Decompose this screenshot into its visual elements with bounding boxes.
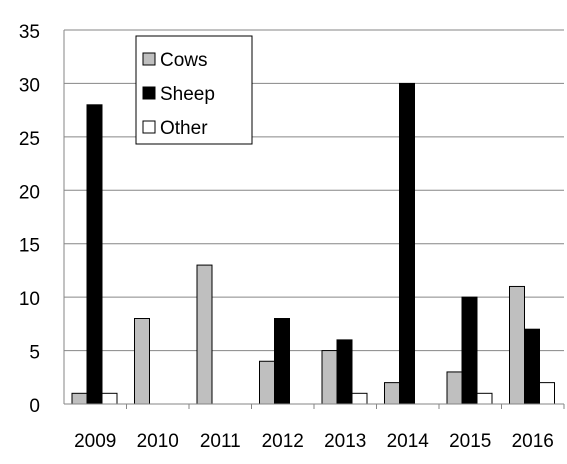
bar-cows-2009 — [71, 392, 88, 405]
bar-sheep-2013 — [336, 339, 353, 405]
bar-sheep-2015 — [461, 296, 478, 405]
y-tick-label: 20 — [19, 182, 40, 203]
legend-label-sheep: Sheep — [160, 84, 215, 105]
y-tick-label: 35 — [19, 22, 40, 43]
y-tick-label: 30 — [19, 75, 40, 96]
bar-cows-2012 — [259, 360, 275, 405]
tick-labels: 0 5 10 15 20 25 30 35 2009 2010 2011 2012 2013 2014 20… — [19, 22, 554, 452]
bar-sheep-2014 — [399, 82, 415, 405]
y-tick-label: 15 — [19, 236, 40, 257]
bar-other-2009 — [101, 392, 118, 405]
x-tick-label: 2011 — [200, 431, 241, 452]
x-tick-label: 2016 — [512, 431, 554, 452]
bar-cows-2014 — [384, 382, 400, 405]
bar-other-2016 — [539, 382, 555, 405]
x-tick-label: 2013 — [324, 431, 366, 452]
legend-swatch-cows — [142, 52, 156, 66]
legend: Cows Sheep Other — [135, 35, 253, 145]
legend-swatch-other — [142, 120, 156, 134]
x-tick-label: 2009 — [74, 431, 116, 452]
legend-swatch-sheep — [142, 86, 156, 100]
bar-cows-2011 — [196, 264, 213, 405]
y-tick-label: 0 — [29, 396, 40, 417]
x-tick-label: 2015 — [449, 431, 491, 452]
bar-cows-2015 — [446, 371, 463, 405]
legend-label-cows: Cows — [160, 50, 208, 71]
bar-cows-2013 — [321, 350, 338, 405]
bar-sheep-2009 — [86, 104, 103, 405]
x-tick-label: 2012 — [262, 431, 304, 452]
x-tick-label: 2010 — [137, 431, 179, 452]
bar-other-2015 — [476, 392, 493, 405]
y-tick-label: 25 — [19, 129, 40, 150]
legend-label-other: Other — [160, 118, 208, 139]
y-tick-label: 5 — [29, 343, 40, 364]
bar-sheep-2016 — [524, 328, 540, 405]
bar-other-2013 — [351, 392, 368, 405]
bar-cows-2010 — [134, 318, 150, 405]
bar-sheep-2012 — [274, 318, 290, 405]
x-tick-label: 2014 — [387, 431, 430, 452]
y-tick-label: 10 — [19, 289, 40, 310]
bar-cows-2016 — [509, 285, 525, 405]
axes — [63, 30, 565, 409]
